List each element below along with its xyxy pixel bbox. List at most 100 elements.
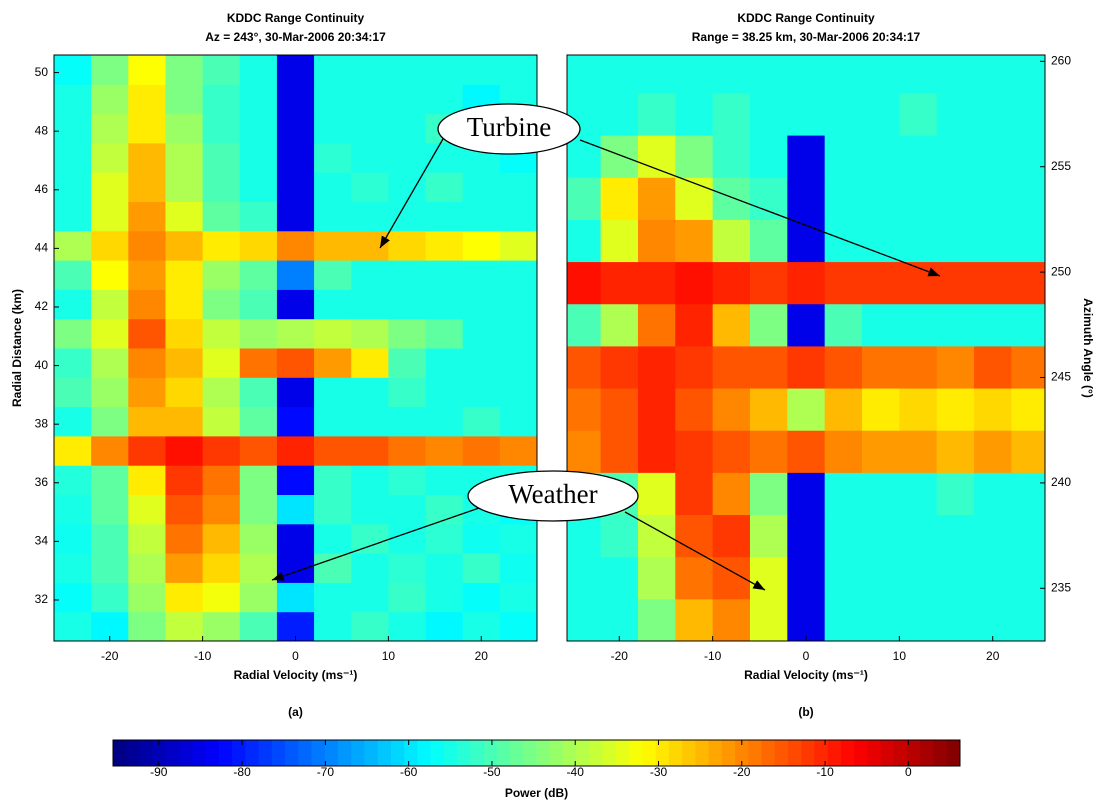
colorbar-label: Power (dB) [505, 786, 568, 800]
heatmap-cell [936, 430, 975, 473]
y-tick-label: 235 [1051, 580, 1071, 594]
heatmap-cell [462, 318, 501, 349]
colorbar-frame [112, 739, 961, 767]
colorbar-step [735, 740, 749, 766]
heatmap-cell [165, 523, 204, 554]
heatmap-cell [974, 303, 1012, 347]
heatmap-cell [165, 260, 204, 290]
heatmap-cell [600, 514, 639, 558]
heatmap-cell [749, 303, 788, 347]
heatmap-cell [1011, 430, 1045, 473]
heatmap-cell [239, 435, 278, 466]
heatmap-cell [787, 556, 826, 600]
heatmap-cell [351, 377, 389, 408]
colorbar-step [496, 740, 511, 766]
heatmap-cell [899, 303, 938, 347]
colorbar-step [880, 740, 895, 766]
heatmap-cell [675, 55, 714, 94]
heatmap-cell [351, 142, 389, 173]
heatmap-cell [974, 514, 1012, 558]
heatmap-cell [862, 135, 900, 178]
colorbar-step [337, 740, 352, 766]
heatmap-cell [54, 348, 92, 378]
heatmap-cell [91, 494, 129, 525]
heatmap-cell [314, 84, 352, 115]
heatmap-cell [314, 377, 352, 408]
heatmap-cell [54, 289, 92, 320]
heatmap-cell [712, 177, 751, 220]
heatmap-cell [54, 172, 92, 202]
heatmap-cell [314, 553, 352, 583]
heatmap-cell [600, 55, 639, 94]
y-tick-label: 255 [1051, 159, 1071, 173]
heatmap-cell [974, 135, 1012, 178]
heatmap-cell [499, 201, 537, 232]
heatmap-cell [91, 377, 129, 408]
heatmap-cell [165, 406, 204, 437]
callout [467, 470, 639, 522]
heatmap-cell [314, 142, 352, 173]
heatmap-cell [712, 92, 751, 136]
heatmap-cell [128, 318, 166, 349]
heatmap-cell [239, 582, 278, 613]
heatmap-cell [899, 177, 938, 220]
heatmap-cell [314, 113, 352, 144]
heatmap-cell [787, 598, 826, 641]
heatmap-cell [1011, 55, 1045, 94]
heatmap-cell [499, 435, 537, 466]
heatmap-cell [351, 289, 389, 320]
heatmap-cell [351, 406, 389, 437]
heatmap-cell [936, 303, 975, 347]
y-axis-label: Radial Distance (km) [10, 289, 24, 407]
heatmap-cell [567, 598, 602, 641]
heatmap-cell [567, 303, 602, 347]
colorbar-tick-label: -80 [233, 765, 251, 779]
x-tick-label: -10 [704, 649, 722, 663]
heatmap-cell [165, 348, 204, 378]
heatmap-cell [314, 465, 352, 495]
heatmap-cell [54, 582, 92, 613]
heatmap-cell [54, 113, 92, 144]
heatmap-cell [239, 142, 278, 173]
colorbar-step [139, 740, 154, 766]
caption: (b) [798, 705, 813, 719]
heatmap-cell [276, 494, 315, 525]
colorbar-step [721, 740, 736, 766]
heatmap-cell [91, 172, 129, 202]
colorbar-step [827, 740, 842, 766]
colorbar-step [113, 740, 127, 766]
heatmap-cell [712, 303, 751, 347]
heatmap-cell [425, 377, 464, 408]
heatmap-cell [749, 219, 788, 263]
heatmap-cell [899, 514, 938, 558]
heatmap-cell [749, 514, 788, 558]
heatmap-cell [899, 219, 938, 263]
heatmap-cell [899, 472, 938, 516]
heatmap-cell [862, 55, 900, 94]
heatmap-cell [567, 219, 602, 263]
heatmap-cell [749, 261, 788, 305]
heatmap-cell [787, 177, 826, 220]
heatmap-cell [936, 598, 975, 641]
heatmap-cell [936, 556, 975, 600]
heatmap-cell [276, 377, 315, 408]
heatmap-cell [91, 142, 129, 173]
heatmap-cell [128, 201, 166, 232]
colorbar-step [536, 740, 551, 766]
heatmap-cell [936, 135, 975, 178]
heatmap-cell [499, 230, 537, 261]
colorbar-step [615, 740, 630, 766]
heatmap-cell [91, 289, 129, 320]
heatmap-cell [388, 289, 427, 320]
heatmap-cell [462, 289, 501, 320]
heatmap-cell [202, 55, 241, 85]
heatmap-cells [54, 55, 537, 641]
chart-title: KDDC Range Continuity [737, 11, 875, 25]
heatmap-cell [388, 377, 427, 408]
heatmap-cell [388, 435, 427, 466]
heatmap-cell [54, 318, 92, 349]
y-tick-label: 32 [35, 592, 49, 606]
heatmap-cell [499, 406, 537, 437]
heatmap-cell [54, 523, 92, 554]
heatmap-cell [499, 377, 537, 408]
